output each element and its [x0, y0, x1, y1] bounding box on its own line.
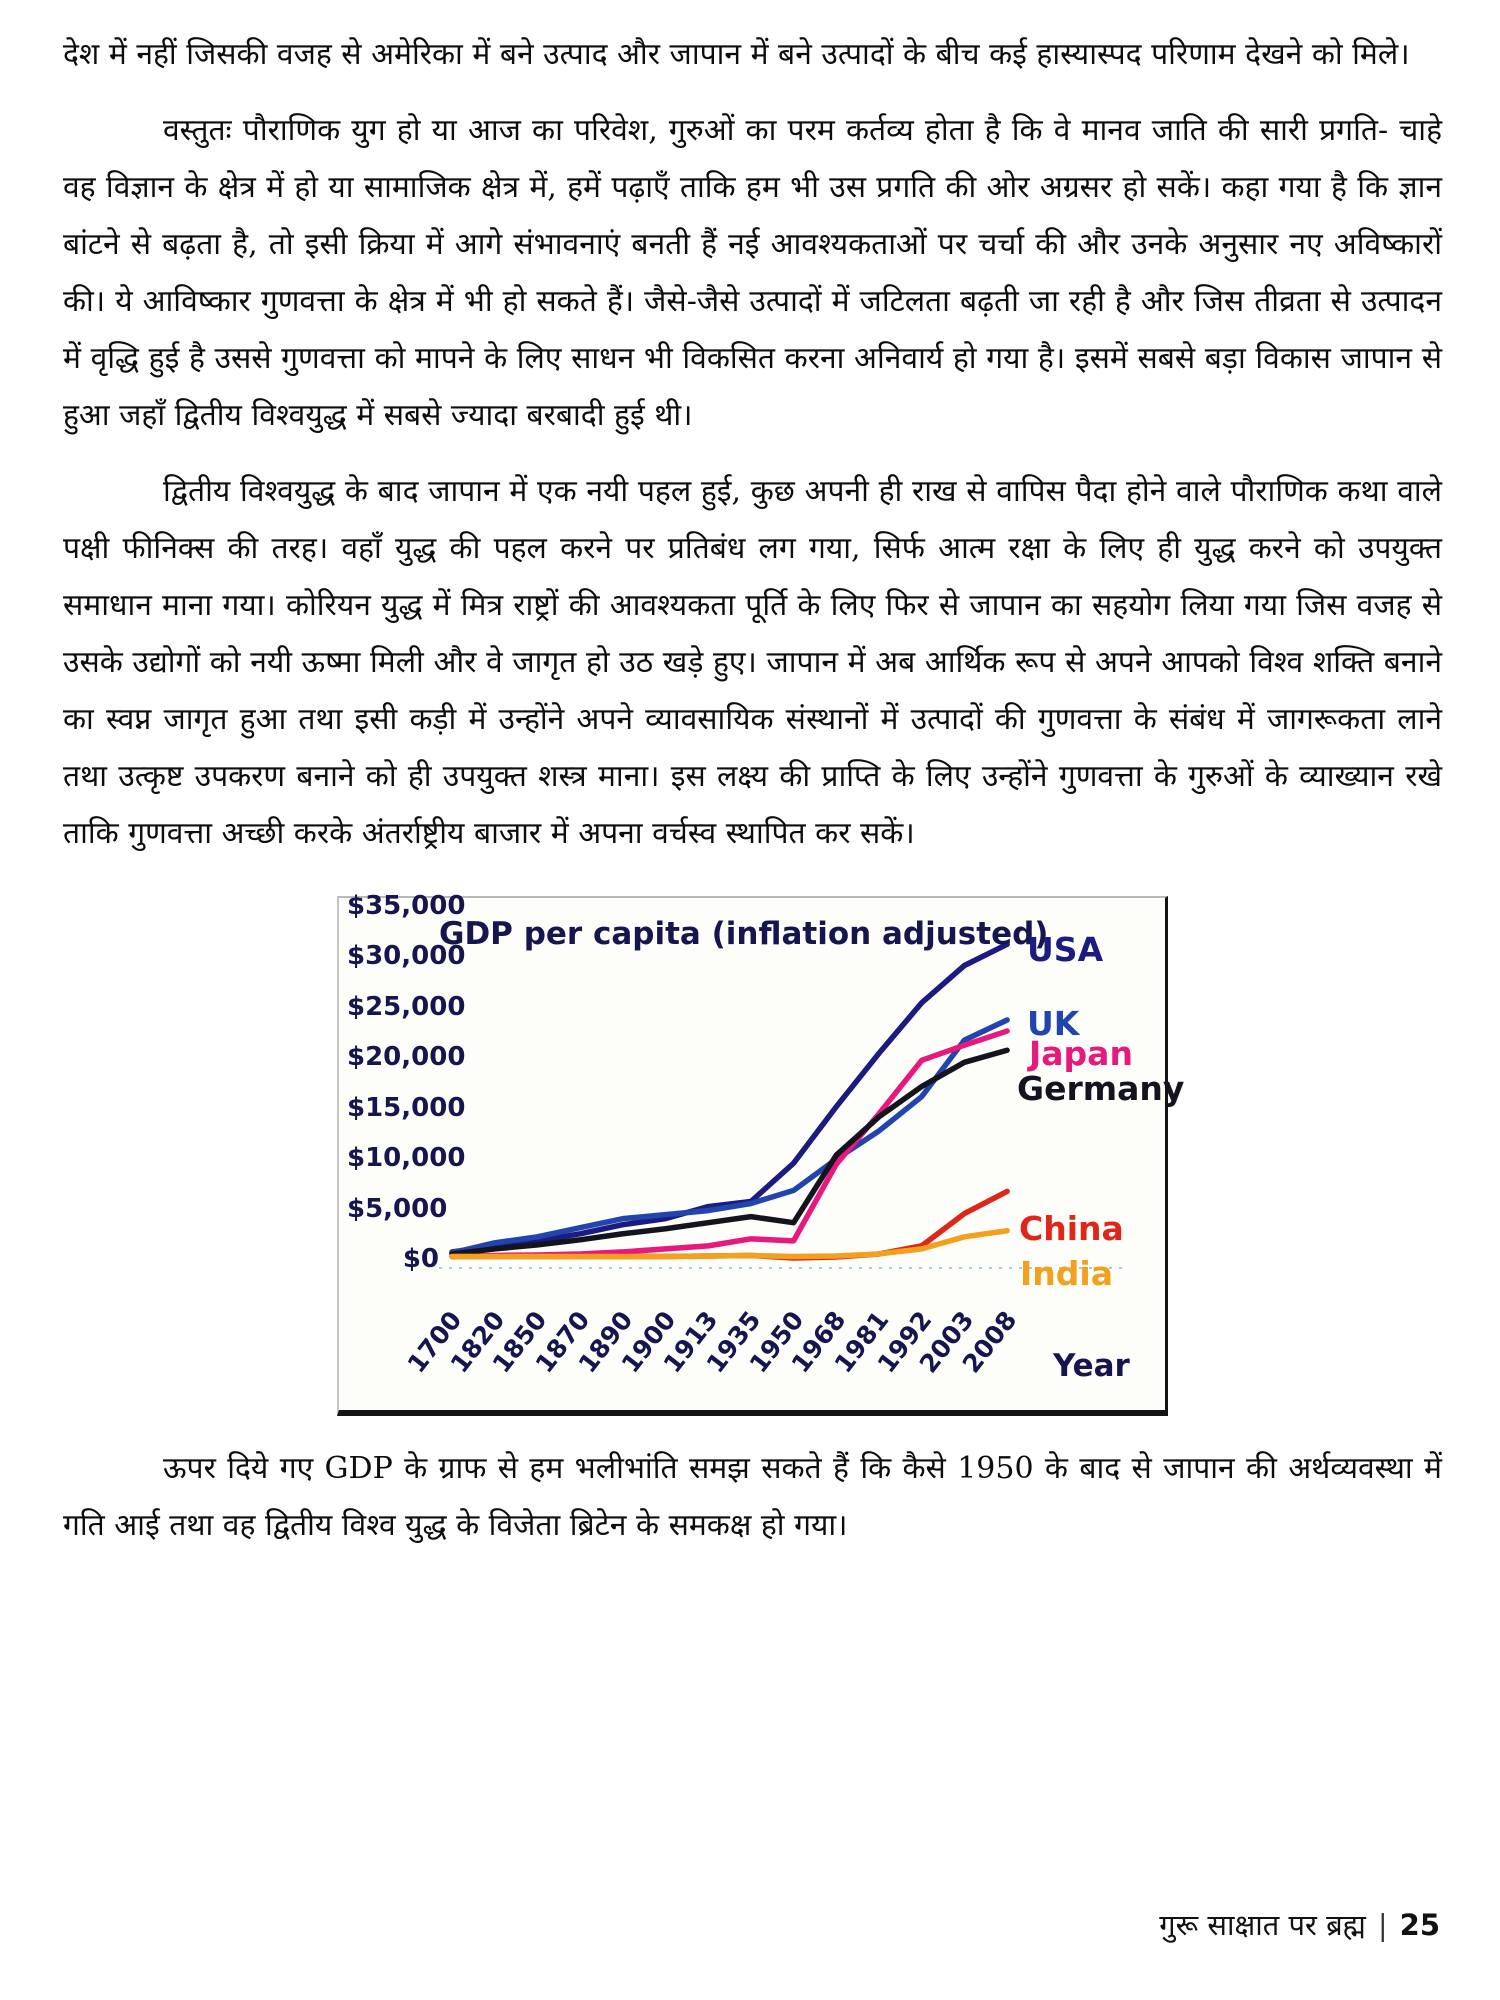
footer-book-title: गुरू साक्षात पर ब्रह्म: [1159, 1908, 1366, 1942]
y-axis-tick-label: $0: [402, 1244, 439, 1274]
series-line-usa: [449, 941, 1010, 1255]
legend-label-uk: UK: [1027, 1004, 1080, 1043]
legend-label-usa: USA: [1027, 930, 1104, 969]
body-paragraph: ऊपर दिये गए GDP के ग्राफ से हम भलीभांति …: [63, 1451, 1442, 1543]
body-paragraph: देश में नहीं जिसकी वजह से अमेरिका में बन…: [63, 37, 1410, 72]
series-line-japan: [449, 1028, 1010, 1260]
footer-separator: |: [1377, 1908, 1388, 1942]
y-axis-tick-label: $25,000: [347, 991, 466, 1022]
series-line-germany: [449, 1047, 1010, 1257]
legend-label-germany: Germany: [1017, 1069, 1185, 1108]
y-axis-tick-label: $5,000: [347, 1193, 448, 1224]
page-footer: गुरू साक्षात पर ब्रह्म | 25: [1159, 1905, 1440, 1944]
y-axis-tick-label: $10,000: [347, 1143, 466, 1174]
y-axis-tick-label: $35,000: [347, 891, 466, 921]
body-paragraph: द्वितीय विश्वयुद्ध के बाद जापान में एक न…: [63, 474, 1442, 851]
legend-label-china: China: [1019, 1209, 1124, 1248]
series-line-uk: [449, 1017, 1010, 1256]
chart-title: GDP per capita (inflation adjusted): [439, 916, 1049, 952]
legend-label-japan: Japan: [1029, 1034, 1133, 1073]
chart-svg: [439, 941, 1129, 1269]
series-line-india: [449, 1228, 1010, 1260]
y-axis-tick-label: $30,000: [347, 941, 466, 972]
y-axis-tick-label: $20,000: [347, 1042, 466, 1073]
y-axis-tick-label: $15,000: [347, 1092, 466, 1123]
body-paragraph: वस्तुतः पौराणिक युग हो या आज का परिवेश, …: [63, 113, 1442, 433]
legend-label-india: India: [1020, 1254, 1113, 1293]
x-axis-title: Year: [1053, 1348, 1130, 1384]
gdp-chart: GDP per capita (inflation adjusted) $35,…: [337, 891, 1184, 1416]
page-number: 25: [1399, 1908, 1440, 1942]
page-content: देश में नहीं जिसकी वजह से अमेरिका में बन…: [63, 37, 1442, 1543]
